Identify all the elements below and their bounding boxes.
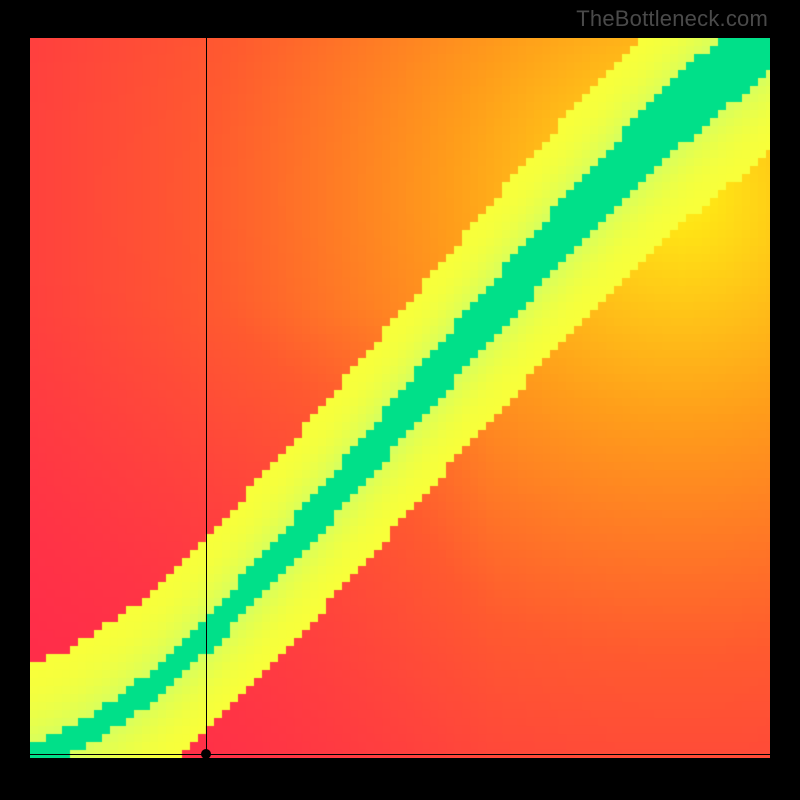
selection-marker <box>201 749 211 759</box>
crosshair-horizontal <box>30 754 770 755</box>
heatmap-plot <box>30 38 770 758</box>
watermark-text: TheBottleneck.com <box>576 6 768 32</box>
outer-frame: TheBottleneck.com <box>0 0 800 800</box>
crosshair-vertical <box>206 38 207 758</box>
heatmap-canvas <box>30 38 770 758</box>
